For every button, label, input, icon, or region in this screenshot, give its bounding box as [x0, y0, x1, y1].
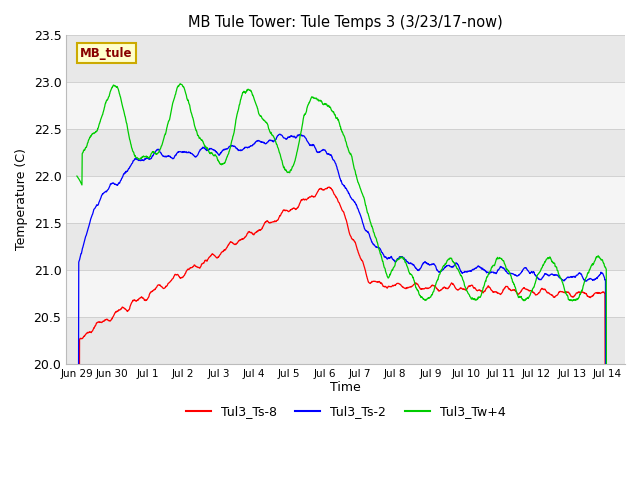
Legend: Tul3_Ts-8, Tul3_Ts-2, Tul3_Tw+4: Tul3_Ts-8, Tul3_Ts-2, Tul3_Tw+4: [180, 400, 511, 423]
Bar: [67, 129, 625, 176]
Bar: [67, 317, 625, 364]
Title: MB Tule Tower: Tule Temps 3 (3/23/17-now): MB Tule Tower: Tule Temps 3 (3/23/17-now…: [188, 15, 503, 30]
Bar: [67, 36, 625, 82]
Y-axis label: Temperature (C): Temperature (C): [15, 149, 28, 251]
X-axis label: Time: Time: [330, 382, 361, 395]
Bar: [67, 176, 625, 223]
Text: MB_tule: MB_tule: [80, 47, 132, 60]
Bar: [67, 270, 625, 317]
Bar: [67, 223, 625, 270]
Bar: [67, 82, 625, 129]
